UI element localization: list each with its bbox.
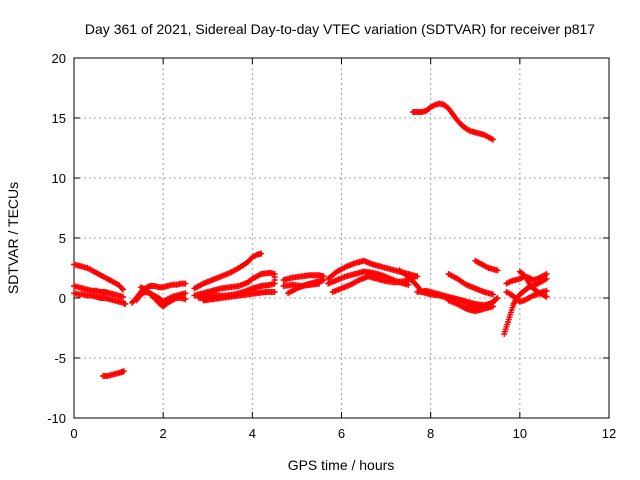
data-point	[414, 273, 421, 280]
data-point	[182, 280, 189, 287]
data-point	[120, 286, 127, 293]
data-point	[543, 271, 550, 277]
y-axis-label: SDTVAR / TECUs	[5, 182, 21, 294]
data-point	[271, 280, 278, 287]
y-tick-label: -10	[47, 411, 66, 426]
data-point	[320, 277, 327, 283]
x-tick-label: 4	[249, 426, 256, 441]
y-tick-label: 5	[59, 231, 66, 246]
data-point	[271, 289, 278, 295]
x-axis-label: GPS time / hours	[288, 457, 395, 473]
series-s16	[325, 268, 412, 288]
y-tick-label: 15	[52, 111, 66, 126]
data-point	[490, 291, 497, 298]
y-tick-label: 10	[52, 171, 66, 186]
data-point	[543, 287, 550, 294]
data-point	[120, 293, 127, 300]
data-point	[120, 368, 127, 375]
data-point	[182, 290, 189, 297]
series-s4	[99, 368, 127, 379]
series-s22	[472, 257, 501, 274]
x-tick-label: 12	[602, 426, 616, 441]
ticks: 0 2 4 6 8 10 12 -10 -5 0 5 10 15 20	[47, 51, 616, 441]
data-point	[258, 250, 265, 257]
data-series	[71, 100, 550, 379]
data-point	[122, 301, 129, 307]
series-s26	[503, 287, 550, 305]
series-s9	[191, 269, 278, 299]
series-s8	[191, 250, 265, 292]
y-tick-label: 20	[52, 51, 66, 66]
series-s27	[516, 268, 550, 300]
series-s23	[409, 100, 497, 143]
data-point	[494, 267, 501, 274]
series-s7	[137, 284, 189, 310]
grid	[74, 58, 609, 418]
data-point	[118, 285, 125, 292]
data-point	[316, 280, 323, 287]
x-tick-label: 0	[70, 426, 77, 441]
series-s20	[445, 297, 497, 315]
data-point	[490, 136, 497, 143]
chart-title: Day 361 of 2021, Sidereal Day-to-day VTE…	[85, 21, 595, 37]
x-tick-label: 2	[160, 426, 167, 441]
series-s2	[71, 283, 127, 300]
x-tick-label: 10	[513, 426, 527, 441]
y-tick-label: -5	[54, 351, 66, 366]
data-point	[494, 295, 501, 301]
x-tick-label: 6	[338, 426, 345, 441]
series-s17	[329, 273, 416, 295]
data-point	[490, 303, 497, 310]
data-point	[493, 296, 500, 303]
data-point	[182, 296, 189, 303]
y-tick-label: 0	[59, 291, 66, 306]
series-s11	[200, 289, 278, 304]
data-point	[543, 293, 550, 300]
series-s3	[71, 290, 129, 307]
x-tick-label: 8	[427, 426, 434, 441]
series-s21	[445, 271, 497, 298]
series-s14	[280, 280, 323, 289]
series-s1	[71, 261, 127, 293]
